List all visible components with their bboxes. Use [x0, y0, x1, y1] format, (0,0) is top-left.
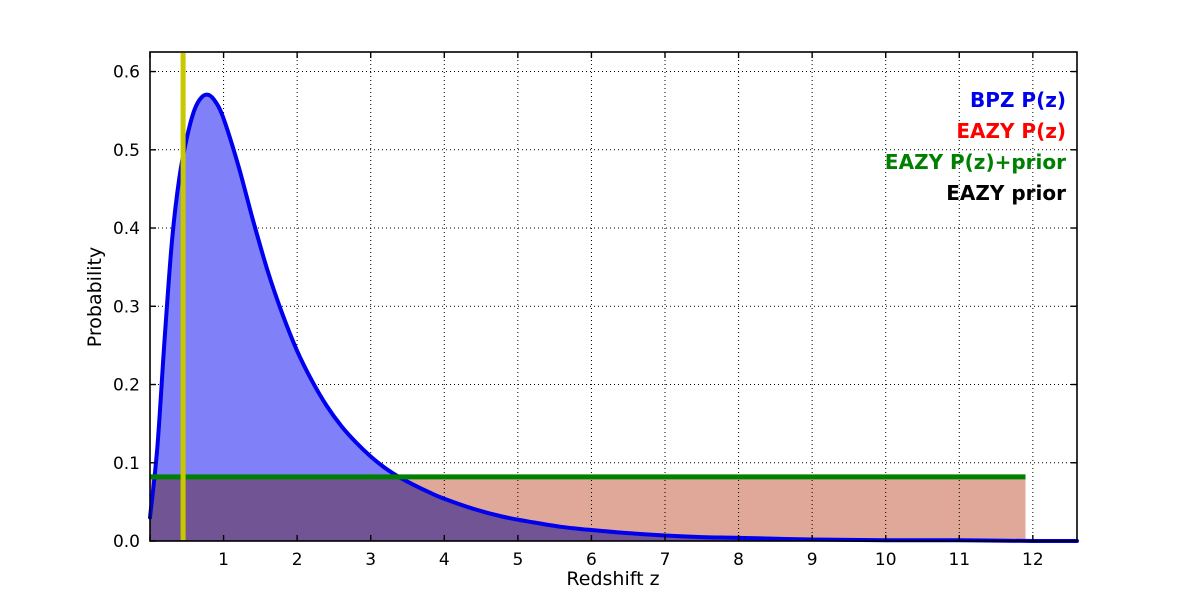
y-axis-title: Probability: [84, 247, 106, 347]
x-tick-label: 4: [439, 550, 450, 570]
x-tick-label: 2: [292, 550, 303, 570]
x-tick-label: 5: [512, 550, 523, 570]
legend-item-3: EAZY prior: [946, 181, 1066, 205]
y-tick-label: 0.5: [113, 141, 140, 161]
y-axis-ticks: 0.0 0.1 0.2 0.3 0.4 0.5 0.6: [113, 63, 1077, 552]
legend-item-2: EAZY P(z)+prior: [885, 150, 1066, 174]
x-tick-label: 7: [660, 550, 671, 570]
x-tick-label: 1: [218, 550, 229, 570]
y-tick-label: 0.3: [113, 297, 140, 317]
plot-frame: [149, 51, 1078, 542]
x-tick-label: 9: [807, 550, 818, 570]
x-axis-ticks: 1 2 3 4 5 6 7 8 9 10 11 12: [149, 52, 1044, 570]
y-tick-label: 0.1: [113, 454, 140, 474]
x-tick-label: 10: [875, 550, 897, 570]
data-series-layer: [148, 53, 1079, 544]
y-tick-label: 0.4: [113, 219, 140, 239]
x-tick-label: 3: [365, 550, 376, 570]
x-tick-label: 11: [948, 550, 970, 570]
y-tick-label: 0.0: [113, 532, 140, 552]
legend-item-0: BPZ P(z): [970, 88, 1066, 112]
x-tick-label: 12: [1022, 550, 1044, 570]
y-tick-label: 0.2: [113, 376, 140, 396]
x-tick-label: 8: [733, 550, 744, 570]
bpz-pz-curve: [148, 92, 1079, 544]
axis-layer: [149, 51, 1078, 542]
x-tick-label: 6: [586, 550, 597, 570]
legend: BPZ P(z) EAZY P(z) EAZY P(z)+prior EAZY pri…: [885, 88, 1066, 205]
y-tick-label: 0.6: [113, 63, 140, 83]
legend-item-1: EAZY P(z): [956, 119, 1066, 143]
x-axis-title: Redshift z: [566, 568, 659, 590]
